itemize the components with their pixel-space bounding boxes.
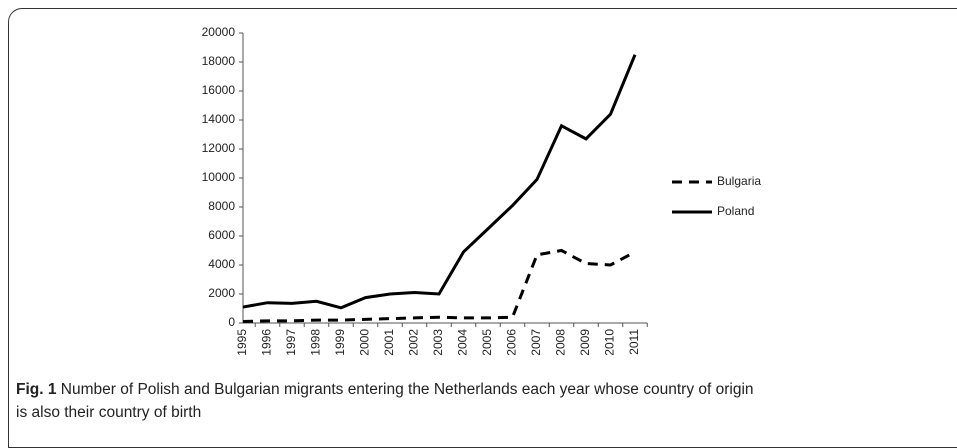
x-tick-label: 2002 [407, 329, 421, 356]
caption-text: Number of Polish and Bulgarian migrants … [16, 381, 754, 421]
x-tick-label: 2003 [431, 329, 445, 356]
y-tick-label: 20000 [202, 25, 236, 39]
x-tick-label: 2009 [578, 329, 592, 356]
series-line [242, 54, 637, 310]
caption-label: Fig. 1 [16, 381, 57, 398]
x-tick-label: 2005 [480, 329, 494, 356]
y-tick-label: 14000 [202, 112, 236, 126]
x-tick-label: 2008 [554, 329, 568, 356]
legend-label: Poland [717, 204, 754, 218]
x-tick-label: 1999 [333, 329, 347, 356]
chart: 0 2000 4000 6000 8000 10000 12000 14000 16000 180… [202, 25, 762, 356]
legend-label: Bulgaria [717, 174, 761, 188]
y-tick-label: 12000 [202, 141, 236, 155]
x-tick-label: 1996 [260, 329, 274, 356]
y-tick-label: 8000 [208, 199, 235, 213]
x-tick-label: 2000 [358, 329, 372, 356]
x-tick-label: 2001 [382, 329, 396, 356]
x-tick-label: 2007 [529, 329, 543, 356]
caption: Fig. 1 Number of Polish and Bulgarian mi… [16, 378, 756, 424]
y-tick-label: 18000 [202, 54, 236, 68]
x-tick-label: 2006 [505, 329, 519, 356]
y-tick-label: 10000 [202, 170, 236, 184]
y-tick-label: 6000 [208, 228, 235, 242]
series-line [242, 248, 636, 324]
x-tick-label: 2004 [456, 329, 470, 356]
y-tick-label: 2000 [208, 286, 235, 300]
y-tick-label: 0 [228, 315, 235, 329]
y-tick-label: 4000 [208, 257, 235, 271]
x-tick-label: 1998 [309, 329, 323, 356]
y-tick-label: 16000 [202, 83, 236, 97]
x-tick-label: 2010 [603, 329, 617, 356]
x-tick-label: 1997 [284, 329, 298, 356]
x-tick-label: 1995 [235, 329, 249, 356]
x-tick-label: 2011 [627, 329, 641, 355]
